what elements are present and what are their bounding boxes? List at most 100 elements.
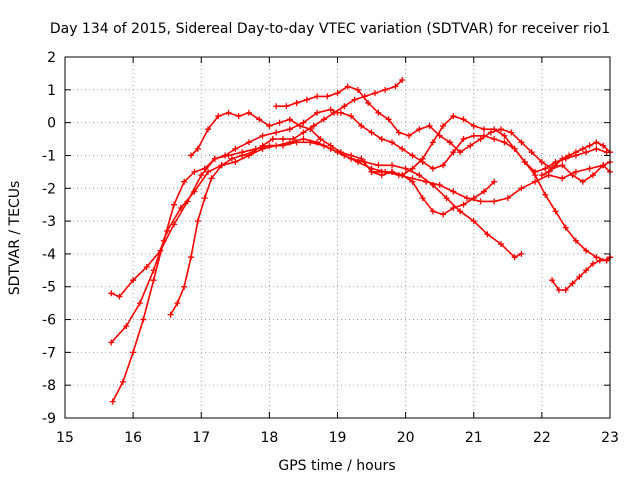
data-point (589, 260, 596, 267)
data-point (382, 86, 389, 93)
data-point (511, 145, 518, 152)
data-point (378, 168, 385, 175)
data-point (460, 136, 467, 143)
series-sat-f (273, 83, 613, 185)
data-point (463, 195, 470, 202)
chart-title: Day 134 of 2015, Sidereal Day-to-day VTE… (50, 21, 610, 37)
data-point (480, 188, 487, 195)
data-point (399, 76, 406, 83)
data-point (498, 126, 504, 133)
data-point (389, 162, 395, 169)
data-point (188, 254, 195, 261)
x-tick-label: 21 (465, 430, 483, 446)
data-point (504, 195, 511, 202)
data-point (116, 293, 123, 300)
x-tick-label: 20 (397, 430, 415, 446)
data-point (552, 162, 559, 169)
data-point (572, 168, 579, 175)
data-point (249, 149, 256, 156)
data-point (317, 136, 324, 143)
data-point (532, 178, 539, 185)
data-point (171, 201, 177, 208)
data-point (491, 126, 498, 133)
data-point (174, 300, 181, 307)
x-tick-label: 15 (56, 430, 74, 446)
data-point (583, 149, 590, 156)
data-point (532, 168, 539, 175)
data-point (498, 241, 504, 248)
data-point (143, 264, 150, 271)
data-point (460, 116, 467, 123)
data-point (293, 99, 300, 106)
data-point (290, 136, 297, 143)
data-point (467, 142, 474, 149)
data-point (569, 172, 576, 179)
data-point (487, 129, 494, 136)
data-point (409, 152, 416, 159)
x-tick-label: 19 (329, 430, 347, 446)
data-point (375, 109, 382, 116)
data-point (440, 162, 447, 169)
x-tick-label: 23 (601, 430, 619, 446)
data-point (484, 231, 491, 238)
data-point (572, 237, 579, 244)
data-point (320, 116, 327, 123)
y-tick-label: 1 (47, 83, 56, 99)
data-point (358, 122, 365, 129)
data-point (269, 136, 276, 143)
data-point (426, 122, 433, 129)
data-point (501, 139, 508, 146)
series-line (551, 256, 611, 291)
data-point (440, 122, 447, 129)
data-point (280, 136, 286, 143)
data-point (191, 168, 198, 175)
data-point (559, 175, 566, 182)
data-point (429, 139, 436, 146)
data-point (409, 178, 416, 185)
data-point (389, 139, 395, 146)
data-point (354, 86, 361, 93)
data-point (423, 178, 430, 185)
data-point (429, 208, 436, 215)
data-point (518, 139, 525, 146)
data-point (307, 126, 314, 133)
data-point (303, 96, 310, 103)
data-point (314, 139, 321, 146)
data-point (470, 132, 477, 139)
data-point (235, 113, 242, 120)
data-point (579, 145, 586, 152)
data-point (368, 168, 375, 175)
data-point (222, 152, 229, 159)
data-point (450, 113, 457, 120)
series-line (111, 141, 522, 298)
data-point (177, 204, 184, 211)
series-line (169, 79, 403, 316)
data-point (583, 267, 590, 274)
series-sat-h (368, 113, 610, 179)
y-tick-label: -9 (42, 411, 56, 427)
data-point (593, 139, 600, 146)
data-point (579, 178, 586, 185)
data-point (542, 191, 549, 198)
data-point (562, 287, 569, 294)
data-point (596, 257, 603, 264)
data-point (354, 159, 361, 166)
data-point (365, 99, 372, 106)
series-sat-i (538, 139, 613, 179)
data-point (334, 90, 341, 97)
data-point (348, 113, 355, 120)
data-point (460, 201, 467, 208)
data-point (562, 224, 569, 231)
data-point (528, 149, 535, 156)
data-point (245, 109, 252, 116)
data-point (440, 211, 447, 218)
data-point (600, 142, 607, 149)
data-point (211, 155, 218, 162)
data-point (572, 149, 579, 156)
data-point (569, 280, 576, 287)
data-point (286, 116, 293, 123)
data-point (603, 257, 610, 264)
data-point (239, 152, 246, 159)
data-point (491, 198, 498, 205)
data-point (300, 129, 307, 136)
